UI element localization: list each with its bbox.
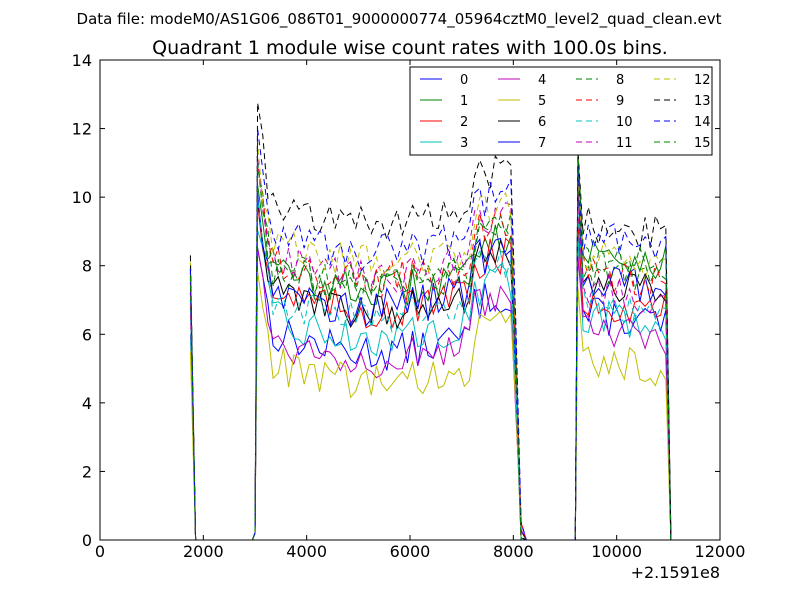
- series-line-14: [189, 128, 672, 541]
- legend-label-13: 13: [694, 94, 711, 109]
- legend-label-12: 12: [694, 73, 711, 88]
- y-tick-label: 12: [72, 120, 92, 139]
- legend-label-3: 3: [460, 136, 468, 151]
- x-tick-label: 0: [95, 542, 105, 561]
- legend-label-7: 7: [538, 136, 546, 151]
- x-tick-label: 10000: [591, 542, 642, 561]
- x-tick-label: 6000: [390, 542, 431, 561]
- legend-label-15: 15: [694, 136, 711, 151]
- legend-label-11: 11: [616, 136, 633, 151]
- legend-label-2: 2: [460, 115, 468, 130]
- series-line-8: [189, 167, 672, 541]
- series-line-5: [189, 271, 672, 541]
- y-tick-label: 4: [82, 394, 92, 413]
- y-tick-label: 10: [72, 188, 92, 207]
- legend-label-1: 1: [460, 94, 468, 109]
- legend-label-14: 14: [694, 115, 711, 130]
- x-tick-label: 2000: [183, 542, 224, 561]
- legend-label-6: 6: [538, 115, 546, 130]
- x-tick-label: 8000: [493, 542, 534, 561]
- y-tick-label: 14: [72, 51, 92, 70]
- series-line-4: [189, 249, 672, 541]
- series-line-10: [189, 199, 672, 541]
- data-file-label: Data file: modeM0/AS1G06_086T01_90000007…: [77, 10, 722, 29]
- series-line-15: [189, 152, 672, 541]
- legend-label-8: 8: [616, 73, 624, 88]
- legend-label-9: 9: [616, 94, 624, 109]
- chart-title: Quadrant 1 module wise count rates with …: [152, 37, 668, 59]
- legend-frame: [409, 66, 713, 156]
- series-line-13: [189, 102, 672, 541]
- legend-label-0: 0: [460, 73, 468, 88]
- series-line-1: [189, 164, 672, 541]
- x-tick-label: 4000: [286, 542, 327, 561]
- y-tick-label: 6: [82, 325, 92, 344]
- series-line-3: [189, 229, 672, 541]
- x-offset-label: +2.1591e8: [631, 563, 720, 582]
- legend-label-5: 5: [538, 94, 546, 109]
- series-line-9: [189, 163, 672, 541]
- series-line-7: [189, 178, 672, 541]
- legend-label-10: 10: [616, 115, 633, 130]
- series-line-12: [189, 141, 672, 541]
- y-tick-label: 0: [82, 531, 92, 550]
- series-line-6: [189, 178, 672, 541]
- x-tick-label: 12000: [695, 542, 746, 561]
- series-layer: [189, 102, 672, 541]
- y-tick-label: 8: [82, 257, 92, 276]
- legend-label-4: 4: [538, 73, 546, 88]
- y-tick-label: 2: [82, 462, 92, 481]
